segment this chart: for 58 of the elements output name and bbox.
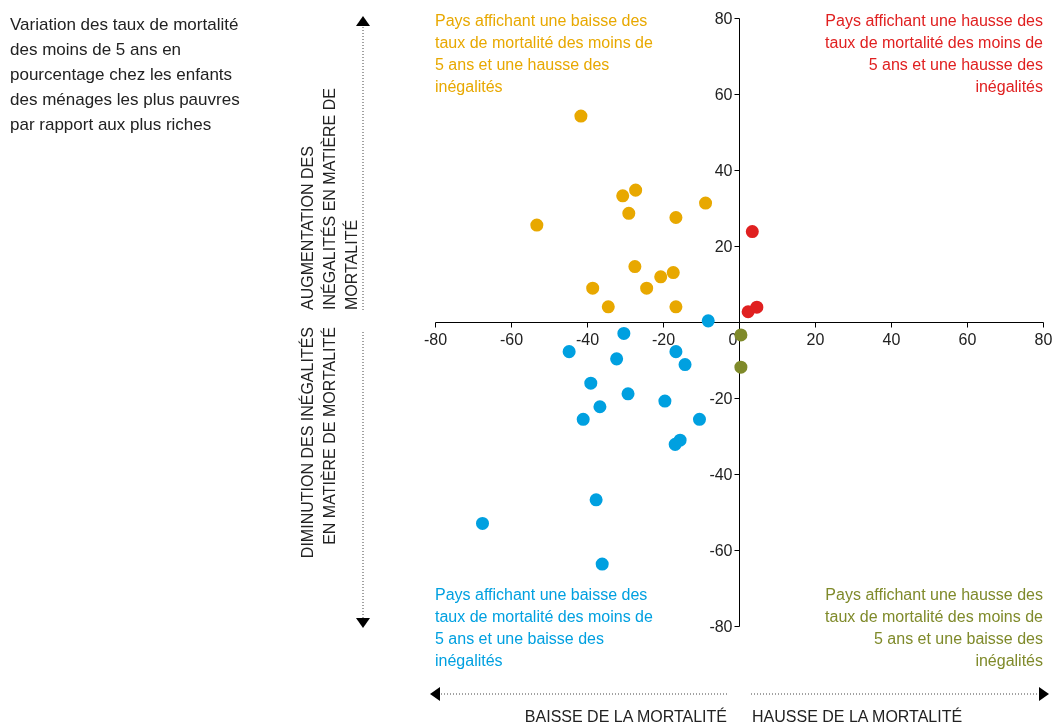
x-tick-label: -40 <box>575 330 600 348</box>
point <box>734 360 748 374</box>
x-tick-label: -20 <box>651 330 676 348</box>
x-tick-label: 40 <box>882 330 901 348</box>
y-tick-label: 40 <box>714 161 733 179</box>
point <box>601 300 615 314</box>
point <box>584 376 598 390</box>
point <box>669 345 683 359</box>
point <box>622 206 636 220</box>
y-tick-label: -40 <box>709 465 733 483</box>
point <box>673 433 687 447</box>
point <box>669 210 683 225</box>
point <box>586 281 600 295</box>
x-tick-label: 20 <box>806 330 825 348</box>
point <box>616 189 630 203</box>
point <box>610 352 624 366</box>
point <box>628 260 642 274</box>
point <box>562 345 576 359</box>
point <box>530 218 544 232</box>
point <box>699 196 713 210</box>
point <box>669 300 683 314</box>
y-tick-label: 20 <box>714 237 733 255</box>
point <box>475 516 490 530</box>
y-tick-label: 80 <box>714 9 733 27</box>
text: HAUSSE DE LA MORTALITÉ <box>752 706 964 726</box>
point <box>593 400 607 414</box>
text: BAISSE DE LA MORTALITÉ <box>523 706 727 726</box>
point <box>658 394 672 408</box>
text: AUGMENTATION DES INÉGALITÉS EN MATIÈRE DE MORTALITÉ <box>298 87 361 310</box>
annotation: Pays affichant une baisse des taux de mortalité des moins de 5 ans et une hausse des inégalités <box>435 11 654 97</box>
y-tick-label: -60 <box>709 541 733 559</box>
point <box>574 109 588 123</box>
y-tick-label: -80 <box>709 617 733 635</box>
point <box>640 281 654 295</box>
x-tick-label: 80 <box>1034 330 1053 348</box>
point <box>745 225 759 239</box>
x-tick-label: 60 <box>958 330 977 348</box>
point <box>589 493 603 507</box>
point <box>621 387 635 401</box>
text: DIMINUTION DES INÉGALITÉS EN MATIÈRE DE MORTALITÉ <box>297 327 339 561</box>
point <box>629 183 643 197</box>
x-tick-label: -60 <box>499 330 524 348</box>
x-tick-label: -80 <box>423 330 448 348</box>
y-tick-label: -20 <box>709 389 733 407</box>
y-tick-label: 60 <box>714 85 733 103</box>
point <box>750 300 764 314</box>
point <box>595 557 609 571</box>
point <box>654 270 668 284</box>
point <box>701 314 715 328</box>
point <box>678 358 692 372</box>
point <box>666 266 680 280</box>
text: Variation des taux de mortalité des moins de 5 ans en pourcentage chez les enfants des ménages les plus pauvres par rapport aux plus riches <box>10 14 241 136</box>
annotation: Pays affichant une baisse des taux de mortalité des moins de 5 ans et une baisse des inégalités <box>435 585 654 671</box>
annotation: Pays affichant une hausse des taux de mortalité des moins de 5 ans et une baisse des inégalités <box>824 585 1043 671</box>
point <box>617 326 631 340</box>
point <box>576 412 590 426</box>
point <box>692 412 706 426</box>
annotation: Pays affichant une hausse des taux de mortalité des moins de 5 ans et une hausse des inégalités <box>824 11 1043 97</box>
